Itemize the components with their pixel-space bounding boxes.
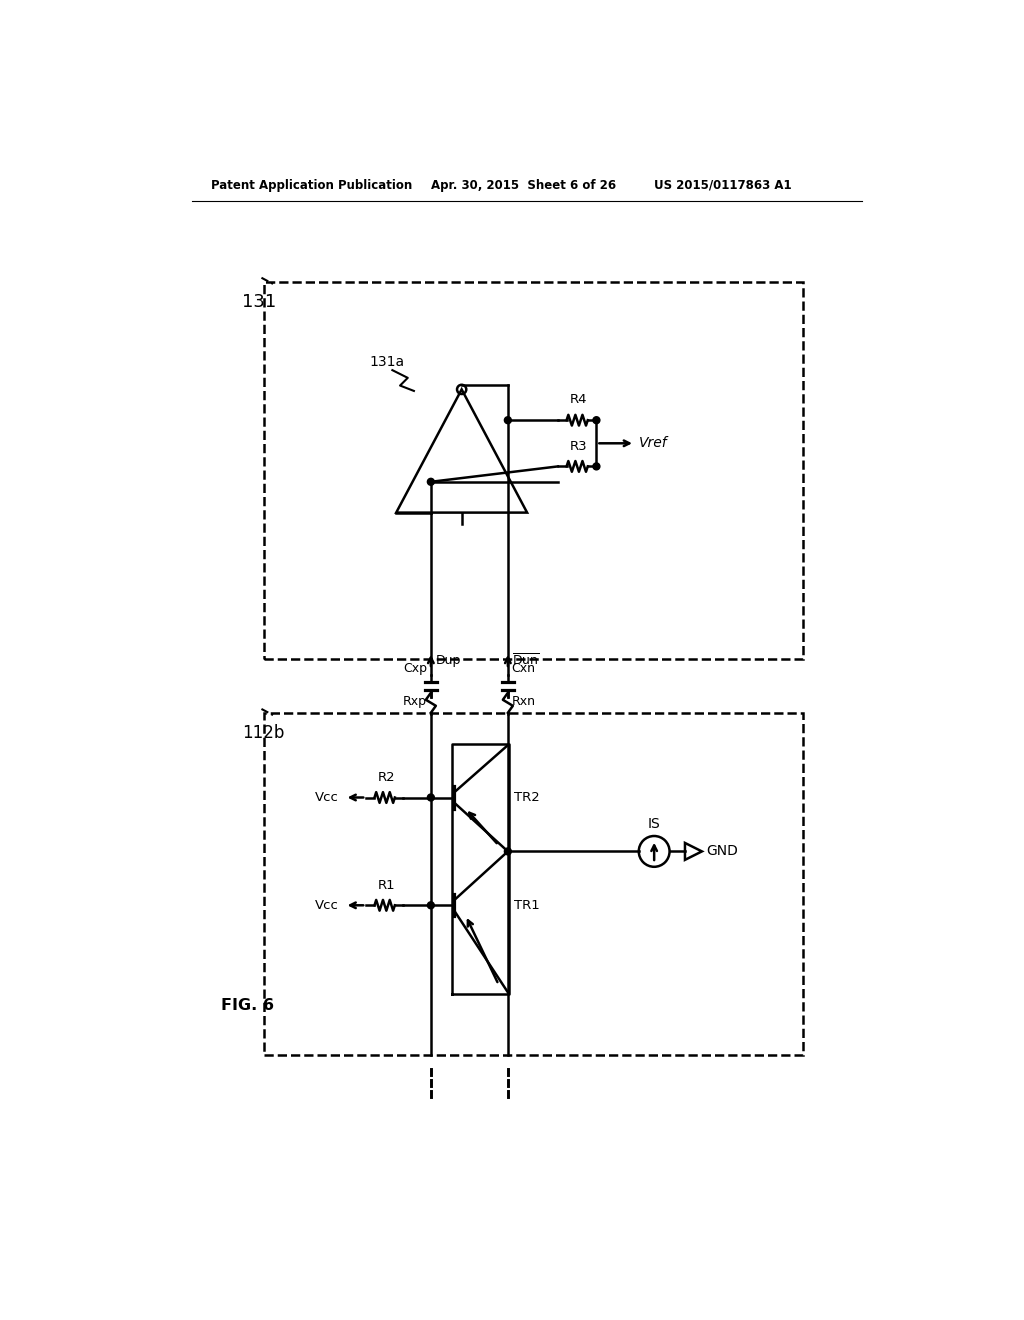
Text: R2: R2	[378, 771, 395, 784]
Text: R4: R4	[570, 393, 588, 407]
Text: Vcc: Vcc	[315, 791, 339, 804]
Text: FIG. 6: FIG. 6	[221, 998, 274, 1012]
Text: Rxp: Rxp	[403, 694, 427, 708]
Text: TR2: TR2	[514, 791, 540, 804]
Text: R1: R1	[378, 879, 395, 892]
Text: Cxn: Cxn	[512, 663, 536, 676]
Circle shape	[593, 463, 600, 470]
Text: Dup: Dup	[435, 653, 461, 667]
Text: Vref: Vref	[639, 437, 668, 450]
Text: Apr. 30, 2015  Sheet 6 of 26: Apr. 30, 2015 Sheet 6 of 26	[431, 178, 616, 191]
Bar	[264, 281, 803, 659]
Text: Vcc: Vcc	[315, 899, 339, 912]
Circle shape	[593, 417, 600, 424]
Text: $\overline{\rm Dun}$: $\overline{\rm Dun}$	[512, 652, 540, 668]
Circle shape	[505, 417, 511, 424]
Text: GND: GND	[707, 845, 738, 858]
Text: TR1: TR1	[514, 899, 540, 912]
Bar	[264, 713, 803, 1056]
Text: US 2015/0117863 A1: US 2015/0117863 A1	[654, 178, 792, 191]
Circle shape	[427, 478, 434, 486]
Text: Patent Application Publication: Patent Application Publication	[211, 178, 413, 191]
Circle shape	[427, 902, 434, 908]
Text: 112b: 112b	[243, 725, 285, 742]
Circle shape	[505, 847, 511, 855]
Text: 131a: 131a	[370, 355, 404, 370]
Text: Cxp: Cxp	[403, 663, 427, 676]
Text: IS: IS	[648, 817, 660, 830]
Text: R3: R3	[570, 440, 588, 453]
Circle shape	[427, 795, 434, 801]
Text: 131: 131	[243, 293, 276, 312]
Text: Rxn: Rxn	[512, 694, 536, 708]
